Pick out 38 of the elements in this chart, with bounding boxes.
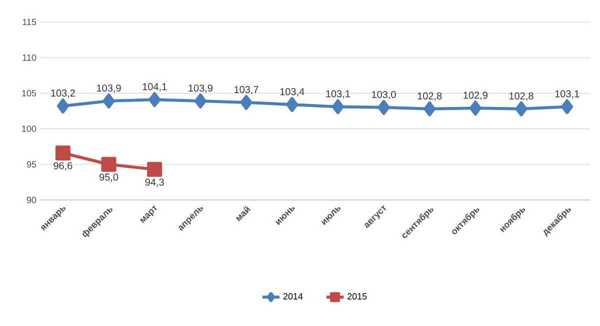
data-label: 104,1 [142,83,167,92]
y-tick-label: 115 [22,18,36,26]
data-label: 96,6 [54,162,72,170]
point [56,98,69,114]
point [515,101,528,116]
point [101,156,116,172]
point [286,97,298,112]
legend-label: 2015 [348,293,367,300]
y-tick-label: 90 [26,196,36,204]
legend-label: 2014 [283,293,303,300]
point [102,94,115,109]
data-label: 103,0 [372,90,396,100]
data-label: 103,9 [188,84,212,93]
point [469,100,482,116]
data-label: 103,7 [234,86,258,94]
data-label: 102,8 [418,92,442,101]
point [332,99,344,114]
data-label: 102,9 [464,92,488,100]
point [55,146,70,160]
data-label: 103,9 [97,84,121,93]
data-label: 103,4 [280,88,304,96]
data-label: 103,1 [555,90,580,99]
data-label: 103,1 [326,90,350,99]
data-label: 94,3 [145,178,164,187]
point [194,94,206,109]
data-label: 102,8 [510,92,534,101]
y-tick-label: 110 [22,54,36,61]
point [424,101,436,116]
point [561,99,574,114]
point [147,162,162,177]
y-tick-label: 95 [26,161,36,168]
point [378,100,390,115]
point [240,94,252,110]
y-tick-label: 100 [22,126,36,132]
data-label: 103,2 [51,90,75,98]
data-label: 95,0 [99,174,118,182]
point [148,92,161,108]
y-tick-label: 105 [22,90,36,96]
